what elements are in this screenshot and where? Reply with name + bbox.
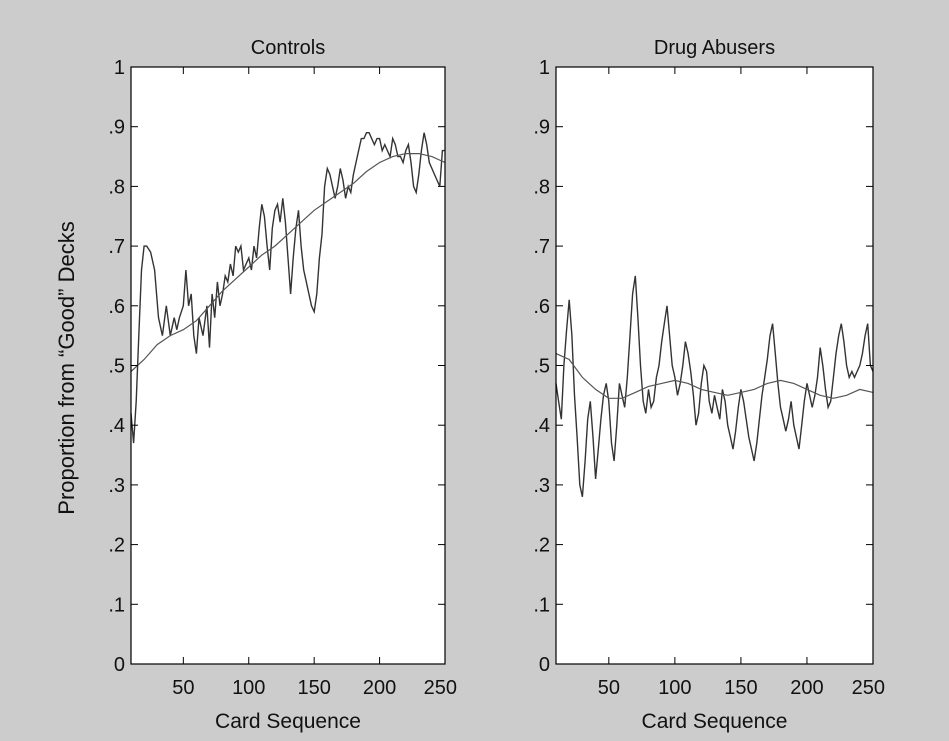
y-tick-label: .9 [533, 117, 550, 139]
chart-title-controls: Controls [251, 37, 325, 59]
y-tick-label: .6 [108, 296, 125, 318]
plot-frame [555, 66, 874, 665]
x-tick-label: 50 [172, 677, 194, 699]
x-axis-label-drug-abusers: Card Sequence [642, 710, 788, 733]
plot-frame [130, 66, 446, 665]
y-tick-label: 0 [114, 654, 125, 676]
y-tick-label: .1 [108, 594, 125, 616]
y-tick-label: .6 [533, 296, 550, 318]
raw-line-controls [130, 131, 445, 444]
x-tick-label: 150 [297, 677, 330, 699]
y-tick-label: .8 [108, 176, 125, 198]
y-tick-label: .9 [108, 117, 125, 139]
y-tick-label: .1 [533, 594, 550, 616]
chart-title-drug-abusers: Drug Abusers [654, 37, 775, 59]
x-tick-label: 250 [424, 677, 457, 699]
x-tick-label: 250 [852, 677, 885, 699]
y-tick-label: .4 [108, 415, 125, 437]
y-tick-label: .3 [108, 475, 125, 497]
y-tick-label: .3 [533, 475, 550, 497]
x-tick-label: 100 [232, 677, 265, 699]
y-tick-label: .2 [108, 535, 125, 557]
y-tick-label: .7 [533, 236, 550, 258]
trend-line-controls [130, 153, 446, 372]
plot-area [556, 67, 873, 664]
x-tick-label: 150 [724, 677, 757, 699]
y-tick-label: .5 [108, 356, 125, 378]
x-tick-label: 50 [598, 677, 620, 699]
y-tick-label: 0 [539, 654, 550, 676]
y-tick-label: 1 [114, 57, 125, 79]
y-tick-label: .4 [533, 415, 550, 437]
trend-line-drug-abusers [555, 353, 874, 399]
raw-line-drug-abusers [555, 275, 874, 497]
x-tick-label: 100 [658, 677, 691, 699]
x-axis-label-controls: Card Sequence [215, 710, 361, 733]
y-tick-label: .2 [533, 535, 550, 557]
y-tick-label: .8 [533, 176, 550, 198]
y-tick-label: .7 [108, 236, 125, 258]
x-tick-label: 200 [363, 677, 396, 699]
x-tick-label: 200 [790, 677, 823, 699]
y-tick-label: 1 [539, 57, 550, 79]
plot-area [131, 67, 445, 664]
y-tick-label: .5 [533, 356, 550, 378]
y-axis-label: Proportion from “Good” Decks [54, 221, 79, 514]
